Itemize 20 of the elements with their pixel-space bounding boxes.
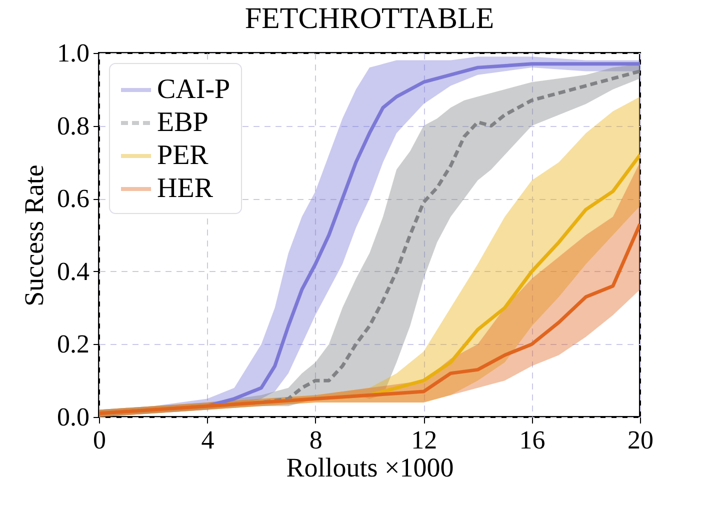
y-tick-label: 0.6 [57, 184, 90, 214]
y-axis-title: Success Rate [19, 164, 49, 306]
x-tick-label: 12 [411, 426, 438, 454]
x-tick-label: 16 [519, 426, 546, 454]
x-tick-label: 20 [628, 426, 654, 454]
y-tick-label: 0.0 [57, 402, 90, 432]
y-tick-label: 0.2 [57, 330, 90, 359]
line-series [99, 222, 640, 416]
y-tick-label: 1.0 [57, 38, 90, 68]
chart-title: FETCHROTTABLE [244, 2, 494, 35]
legend-label: CAI-P [157, 74, 230, 105]
y-tick-label: 0.4 [57, 256, 90, 286]
x-tick-label: 8 [309, 426, 322, 454]
legend-label: PER [157, 140, 209, 171]
y-tick-label: 0.8 [57, 111, 90, 140]
legend-label: HER [157, 173, 214, 204]
x-tick-label: 0 [93, 426, 106, 454]
x-axis-title: Rollouts ×1000 [286, 452, 454, 482]
legend-label: EBP [157, 107, 208, 138]
x-tick-label: 4 [201, 426, 214, 454]
